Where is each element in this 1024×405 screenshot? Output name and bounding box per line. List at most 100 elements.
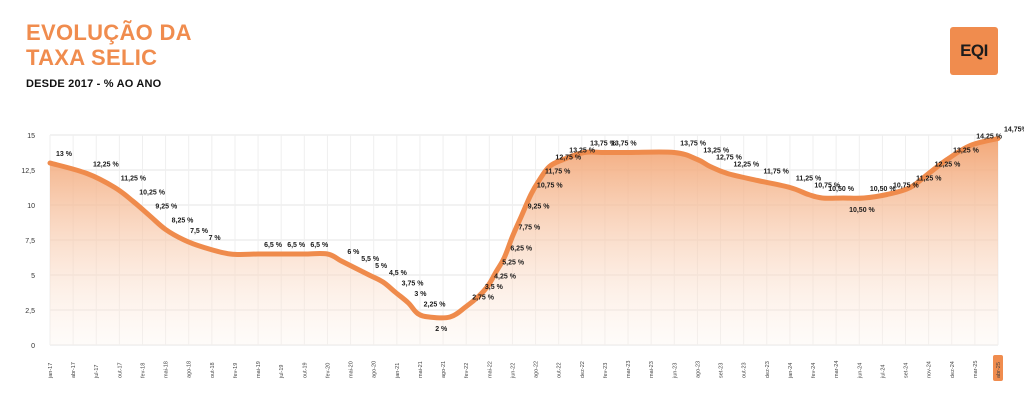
chart-title: EVOLUÇÃO DA TAXA SELIC (26, 20, 192, 70)
data-labels: 13 %12,25 %11,25 %10,25 %9,25 %8,25 %7,5… (56, 127, 1024, 334)
x-tick-label: mai-23 (649, 361, 655, 378)
x-tick-label: fev-22 (464, 363, 470, 378)
data-label: 14,25 % (976, 134, 1002, 141)
x-tick-label: jun-23 (672, 363, 678, 379)
x-tick-label: abr-17 (71, 362, 77, 378)
x-tick-label: jun-24 (857, 363, 863, 379)
data-label: 13,25 % (953, 148, 979, 155)
x-tick-label: fev-19 (233, 363, 239, 378)
chart-title-line-2: TAXA SELIC (26, 45, 158, 70)
eqi-logo-text: EQI (960, 41, 988, 60)
data-label: 13,75 % (680, 141, 706, 148)
area-fill (50, 138, 998, 345)
data-label: 12,25 % (733, 162, 759, 169)
x-tick-label: mar-23 (626, 361, 632, 378)
data-label: 5,5 % (361, 256, 380, 263)
data-label: 11,75 % (764, 169, 790, 176)
x-tick-label: fev-24 (811, 363, 817, 378)
x-tick-label: mai-21 (418, 361, 424, 378)
x-tick-label: mai-19 (256, 361, 262, 378)
x-tick-label: out-22 (557, 362, 563, 378)
series-line (47, 136, 1001, 321)
data-label: 5 % (375, 263, 388, 270)
data-label: 8,25 % (172, 218, 195, 225)
x-tick-label: jul-19 (279, 365, 285, 379)
data-label: 5,25 % (502, 260, 525, 267)
x-tick-label: fev-18 (140, 363, 146, 378)
data-label: 3,75 % (402, 281, 425, 288)
x-tick-label: jan-17 (48, 363, 54, 379)
x-tick-label: mai-20 (349, 361, 355, 378)
x-tick-label: out-17 (117, 362, 123, 378)
data-label: 11,25 % (121, 176, 147, 183)
x-tick-label: out-18 (210, 362, 216, 378)
data-label: 12,75 % (716, 155, 742, 162)
x-tick-label: mai-22 (487, 361, 493, 378)
x-tick-label: fev-23 (603, 363, 609, 378)
data-label: 6,5 % (310, 242, 329, 249)
data-label: 2 % (435, 326, 448, 333)
data-label: 10,75 % (893, 183, 919, 190)
x-tick-label: dez-22 (580, 361, 586, 378)
x-tick-label: out-23 (742, 362, 748, 378)
chart-title-line-1: EVOLUÇÃO DA (26, 20, 192, 45)
data-label: 13,75 % (590, 141, 616, 148)
data-label: 10,75 % (814, 183, 840, 190)
data-label: 4,5 % (389, 270, 408, 277)
data-label: 11,25 % (916, 176, 942, 183)
data-label: 10,50 % (849, 207, 875, 214)
data-label: 11,25 % (796, 176, 822, 183)
x-tick-label: jul-17 (94, 365, 100, 379)
data-label: 7,75 % (518, 225, 541, 232)
data-label: 10,50 % (828, 186, 854, 193)
x-tick-label: jan-21 (395, 363, 401, 379)
data-label: 10,50 % (870, 186, 896, 193)
data-label: 4,25 % (494, 274, 517, 281)
y-tick-label: 7,5 (25, 238, 35, 245)
data-label: 9,25 % (528, 204, 551, 211)
data-label: 3,5 % (485, 284, 504, 291)
data-label: 10,75 % (537, 183, 563, 190)
x-tick-label: ago-22 (534, 361, 540, 378)
x-tick-label: nov-24 (927, 361, 933, 378)
data-label: 13,25 % (703, 148, 729, 155)
x-tick-label: set-24 (904, 363, 910, 378)
x-tick-label: ago-20 (372, 361, 378, 378)
x-tick-label: dez-24 (950, 361, 956, 378)
y-tick-label: 2,5 (25, 308, 35, 315)
x-tick-label: set-23 (719, 363, 725, 378)
y-tick-label: 12,5 (21, 168, 35, 175)
y-tick-label: 10 (27, 203, 35, 210)
x-tick-label: jan-24 (788, 363, 794, 379)
x-tick-label: mar-24 (834, 361, 840, 378)
data-label: 12,25 % (935, 162, 961, 169)
data-label: 14,75% (1004, 127, 1024, 134)
x-tick-label: jul-24 (880, 365, 886, 379)
data-label: 6,5 % (287, 242, 306, 249)
data-label: 7,5 % (190, 228, 209, 235)
y-tick-label: 0 (31, 343, 35, 350)
data-label: 2,75 % (472, 295, 495, 302)
data-label: 13,25 % (569, 148, 595, 155)
data-label: 6,25 % (510, 246, 533, 253)
data-label: 12,25 % (93, 162, 119, 169)
x-axis: jan-17 abr-17 jul-17 out-17 fev-18 mai-18 ago-… (48, 355, 1003, 381)
data-label: 3 % (414, 291, 427, 298)
x-tick-label: fev-20 (325, 363, 331, 378)
x-tick-label: abr-25 (996, 362, 1002, 378)
x-tick-label: dez-23 (765, 361, 771, 378)
data-label: 13,75 % (611, 141, 637, 148)
x-tick-label: ago-21 (441, 361, 447, 378)
x-tick-label: mai-18 (164, 361, 170, 378)
x-tick-label: jun-22 (510, 363, 516, 379)
y-tick-label: 15 (27, 133, 35, 140)
data-label: 6 % (347, 249, 360, 256)
eqi-logo: EQI (950, 27, 998, 75)
x-tick-label: ago-18 (187, 361, 193, 378)
x-tick-label: mar-25 (973, 361, 979, 378)
y-tick-label: 5 (31, 273, 35, 280)
data-label: 2,25 % (424, 302, 447, 309)
chart-subtitle: DESDE 2017 - % AO ANO (26, 78, 162, 90)
data-label: 13 % (56, 151, 73, 158)
